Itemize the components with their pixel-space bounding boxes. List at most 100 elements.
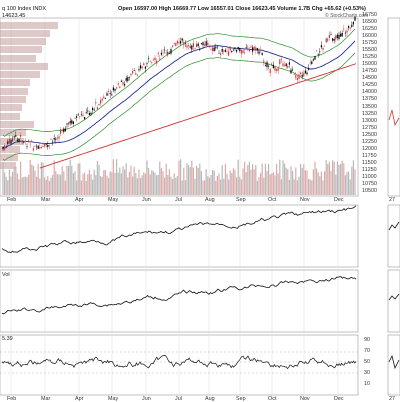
price-axis-label: 14750 <box>362 68 377 75</box>
candle-body <box>159 58 161 60</box>
candle-body <box>197 43 199 47</box>
volume-bar <box>352 160 354 195</box>
volume-bar <box>160 168 162 195</box>
volume-bar <box>82 173 84 195</box>
candle-body <box>194 48 196 49</box>
volume-bar <box>194 178 196 195</box>
candle-body <box>71 120 73 124</box>
candle-body <box>56 137 58 139</box>
volume-bar <box>287 169 289 195</box>
candle-body <box>152 59 154 61</box>
candle-body <box>276 69 278 71</box>
volume-bar <box>301 167 303 195</box>
volume-bar <box>151 170 153 195</box>
volume-bar <box>116 159 118 195</box>
close-value: 16623.45 <box>252 6 276 12</box>
volume-bar <box>319 176 321 195</box>
volume-bar <box>8 169 10 195</box>
volume-bar <box>162 171 164 195</box>
volume-bar <box>125 163 127 195</box>
candle-body <box>301 74 303 77</box>
candle-body <box>167 52 169 54</box>
candle-body <box>277 68 279 71</box>
volume-bar <box>335 174 337 195</box>
volume-bar <box>191 160 193 195</box>
volume-bar <box>325 160 327 195</box>
price-axis-label: 15250 <box>362 54 377 61</box>
high-label: High <box>158 6 172 12</box>
volume-bar <box>295 167 297 195</box>
volume-bar <box>279 159 281 195</box>
volume-bar <box>247 165 249 195</box>
candle-body <box>98 104 100 106</box>
candle-body <box>343 28 345 30</box>
candle-body <box>101 98 103 101</box>
right-strip-ad-border <box>387 204 400 268</box>
candle-body <box>284 65 286 67</box>
volume-bar <box>178 160 180 195</box>
price-axis-label: 16000 <box>362 33 377 40</box>
volume-bar <box>226 173 228 195</box>
price-axis-label: 11250 <box>362 166 377 173</box>
candle-body <box>183 42 185 46</box>
month-label: Feb <box>7 197 17 203</box>
month-label: Sep <box>236 197 246 203</box>
volume-bar <box>183 167 185 195</box>
price-axis-label: 13500 <box>362 103 377 110</box>
open-value: 16597.00 <box>133 6 158 12</box>
candle-body <box>288 62 290 65</box>
volume-bar <box>196 165 198 195</box>
candle-body <box>255 47 257 51</box>
candle-body <box>60 129 62 134</box>
volume-bar <box>60 174 62 195</box>
candle-body <box>34 145 36 147</box>
volume-bar <box>236 177 238 195</box>
candle-body <box>13 136 15 138</box>
volume-bar <box>74 171 76 195</box>
candle-body <box>306 72 308 75</box>
candle-body <box>335 35 337 40</box>
candle-body <box>352 22 354 25</box>
candle-body <box>7 141 9 144</box>
volume-bar <box>264 163 266 195</box>
candle-body <box>351 24 353 27</box>
candle-body <box>64 128 66 132</box>
candle-body <box>18 138 20 142</box>
volume-bar <box>130 165 132 195</box>
rsi-axis-label: 70 <box>364 348 370 354</box>
volume-bar <box>261 163 263 195</box>
volume-bar <box>152 171 154 195</box>
volume-bar <box>284 163 286 195</box>
candle-body <box>111 94 113 96</box>
candle-body <box>21 142 23 143</box>
candle-body <box>135 73 137 75</box>
volume-bar <box>250 169 252 195</box>
volume-bar <box>296 180 298 195</box>
volume-bar <box>95 175 97 195</box>
candle-body <box>55 138 57 140</box>
right-strip-price <box>388 109 400 127</box>
volume-bar <box>348 171 350 195</box>
volume-bar <box>127 177 129 195</box>
candle-body <box>213 47 215 52</box>
volume-profile-bar <box>0 96 26 103</box>
volume-bar <box>188 165 190 195</box>
candle-body <box>120 80 122 82</box>
price-axis-label: 14250 <box>362 82 377 89</box>
volume-bars <box>2 159 356 195</box>
candle-body <box>143 63 145 66</box>
candle-body <box>348 25 350 28</box>
month-label: Jun <box>142 396 151 402</box>
candle-body <box>29 143 31 145</box>
volume-bar <box>340 163 342 195</box>
volume-bar <box>189 167 191 195</box>
vol-line <box>1 276 357 315</box>
candle-body <box>44 143 46 147</box>
candle-body <box>191 45 193 50</box>
price-axis-label: 14500 <box>362 75 377 82</box>
candle-body <box>92 108 94 111</box>
volume-bar <box>4 172 6 195</box>
volume-bar <box>303 164 305 195</box>
rsi-axis-label: 90 <box>364 337 370 343</box>
volume-value: 1.7B <box>298 6 311 12</box>
